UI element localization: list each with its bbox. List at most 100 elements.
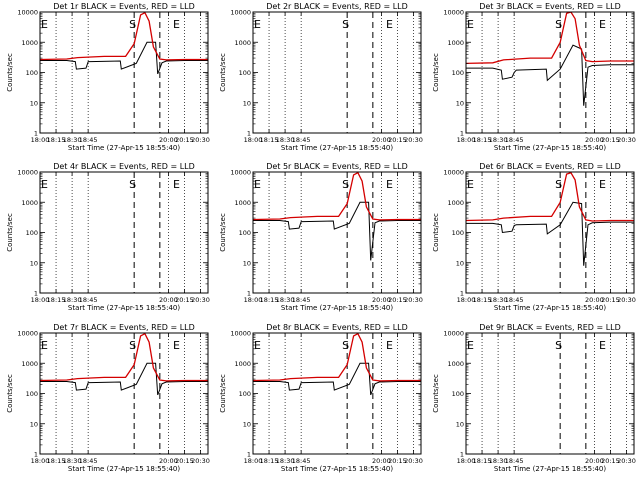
y-tick-label: 10 [243,259,251,267]
y-axis-label: Counts/sec [219,374,227,413]
y-tick-label: 10000 [17,169,38,177]
event-marker-label: S [342,178,349,191]
y-tick-label: 10 [456,420,464,428]
panel-det-6: Det 6r BLACK = Events, RED = LLD18:0018:… [432,162,636,312]
panel-det-3: Det 3r BLACK = Events, RED = LLD18:0018:… [432,2,636,152]
x-tick-label: 18:45 [505,136,524,144]
y-tick-label: 10000 [230,330,251,338]
x-tick-label: 18:15 [473,136,492,144]
y-tick-label: 1 [247,290,251,298]
event-marker-label: E [173,339,180,352]
x-axis-label: Start Time (27-Apr-15 18:55:40) [281,304,393,312]
event-marker-label: S [342,339,349,352]
x-tick-label: 20:15 [388,296,407,304]
y-tick-label: 1000 [447,360,464,368]
x-tick-label: 18:15 [260,457,279,465]
plot-frame [252,171,422,294]
panel-det-5: Det 5r BLACK = Events, RED = LLD18:0018:… [219,162,423,312]
x-tick-label: 18:45 [292,296,311,304]
event-marker-label: E [467,339,474,352]
panel-title: Det 2r BLACK = Events, RED = LLD [266,2,408,11]
x-tick-label: 18:45 [79,457,98,465]
y-axis-label: Counts/sec [432,53,440,92]
x-tick-label: 18:00 [457,457,476,465]
x-tick-label: 20:00 [372,457,391,465]
y-tick-label: 1 [460,451,464,459]
y-tick-label: 10000 [443,9,464,17]
x-axis-label: Start Time (27-Apr-15 18:55:40) [68,465,180,473]
y-tick-label: 10 [456,259,464,267]
x-tick-label: 20:00 [159,136,178,144]
panel-title: Det 1r BLACK = Events, RED = LLD [53,2,195,11]
panel-det-2: Det 2r BLACK = Events, RED = LLD18:0018:… [219,2,423,152]
x-tick-label: 18:00 [31,136,50,144]
y-axis-label: Counts/sec [6,213,14,252]
panel-det-1: Det 1r BLACK = Events, RED = LLD 18:0018:… [6,2,210,152]
x-tick-label: 20:15 [601,296,620,304]
x-tick-label: 18:45 [292,136,311,144]
x-tick-label: 18:45 [292,457,311,465]
events-series-line [40,362,208,396]
y-tick-label: 1 [247,451,251,459]
x-tick-label: 20:00 [159,296,178,304]
y-tick-label: 1000 [447,199,464,207]
lld-series-line [253,172,421,221]
lld-series-line [466,172,634,222]
x-tick-label: 20:30 [404,296,423,304]
panel-title: Det 3r BLACK = Events, RED = LLD [479,2,621,11]
panel-title: Det 9r BLACK = Events, RED = LLD [479,323,621,332]
events-series-line [466,44,634,106]
y-tick-label: 1000 [21,360,38,368]
y-tick-label: 1000 [21,39,38,47]
x-tick-label: 18:00 [244,457,263,465]
x-tick-label: 18:30 [276,457,295,465]
y-tick-label: 1000 [21,199,38,207]
x-tick-label: 18:30 [489,136,508,144]
events-series-line [253,201,421,261]
y-axis-label: Counts/sec [432,374,440,413]
y-tick-label: 10000 [443,169,464,177]
panel-title: Det 4r BLACK = Events, RED = LLD [53,162,195,171]
y-tick-label: 100 [26,390,38,398]
x-tick-label: 20:15 [175,136,194,144]
x-tick-label: 20:30 [617,136,636,144]
y-tick-label: 1 [247,130,251,138]
plot-frame [39,332,209,455]
x-tick-label: 18:30 [489,296,508,304]
y-tick-label: 10000 [230,169,251,177]
y-tick-label: 1000 [447,39,464,47]
x-tick-label: 18:15 [473,296,492,304]
panel-title: Det 5r BLACK = Events, RED = LLD [266,162,408,171]
x-tick-label: 20:15 [601,457,620,465]
x-tick-label: 20:30 [617,457,636,465]
event-marker-label: E [599,178,606,191]
x-tick-label: 18:15 [260,296,279,304]
y-tick-label: 10 [456,99,464,107]
x-axis-label: Start Time (27-Apr-15 18:55:40) [68,144,180,152]
panel-title: Det 6r BLACK = Events, RED = LLD [479,162,621,171]
plot-frame [252,11,422,134]
y-tick-label: 1 [34,290,38,298]
lld-series-line [40,333,208,382]
x-tick-label: 18:00 [31,296,50,304]
x-tick-label: 20:15 [175,296,194,304]
event-marker-label: E [173,18,180,31]
y-tick-label: 1000 [234,199,251,207]
event-marker-label: E [173,178,180,191]
events-series-line [253,362,421,396]
x-tick-label: 18:45 [505,457,524,465]
x-tick-label: 18:15 [47,136,66,144]
y-tick-label: 10000 [443,330,464,338]
panel-det-9: Det 9r BLACK = Events, RED = LLD 18:00 18:… [432,323,636,473]
x-tick-label: 18:15 [47,296,66,304]
y-tick-label: 10000 [230,9,251,17]
event-marker-label: E [41,339,48,352]
x-tick-label: 20:30 [191,136,210,144]
y-tick-label: 1000 [234,360,251,368]
y-tick-label: 1 [460,290,464,298]
event-marker-label: E [467,178,474,191]
x-tick-label: 18:45 [505,296,524,304]
x-axis-label: Start Time (27-Apr-15 18:55:40) [281,144,393,152]
x-tick-label: 20:30 [191,296,210,304]
y-tick-label: 10 [243,420,251,428]
